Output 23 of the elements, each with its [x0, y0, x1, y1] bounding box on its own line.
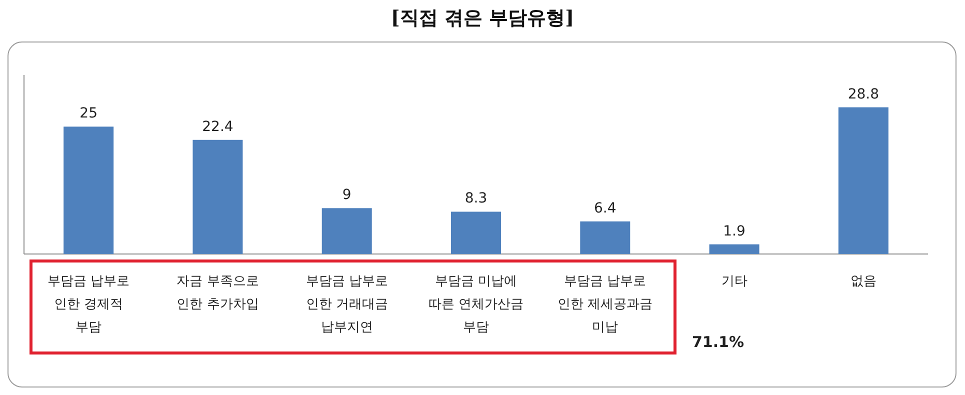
x-tick-label: 부담금 납부로 인한 거래대금 납부지연 — [306, 274, 388, 335]
bar — [451, 212, 501, 254]
text: 71.1% — [692, 333, 744, 351]
data-label: 8.3 — [464, 190, 488, 207]
x-tick-label: 기타 — [721, 274, 748, 289]
bar — [64, 126, 114, 254]
x-tick-label: 없음 — [850, 274, 876, 289]
bar — [838, 107, 888, 254]
bar — [709, 244, 760, 254]
x-tick-label: 부담금 납부로 인한 제세공과금 미납 — [558, 274, 653, 335]
chart-title: [직접 겪은 부담유형] — [390, 7, 574, 29]
bar — [580, 221, 630, 254]
bar — [192, 140, 243, 254]
data-label: 1.9 — [723, 223, 746, 240]
data-label: 22.4 — [202, 118, 234, 135]
data-label: 9 — [342, 187, 352, 204]
bar — [322, 208, 372, 254]
x-tick-label: 자금 부족으로 인한 추가차입 — [176, 274, 259, 312]
x-tick-label: 부담금 미납에 따른 연체가산금 부담 — [428, 274, 524, 335]
x-tick-label: 부담금 납부로 인한 경제적 부담 — [48, 274, 130, 335]
data-label: 28.8 — [848, 86, 880, 102]
data-label: 6.4 — [594, 200, 616, 216]
data-label: 25 — [80, 106, 98, 122]
